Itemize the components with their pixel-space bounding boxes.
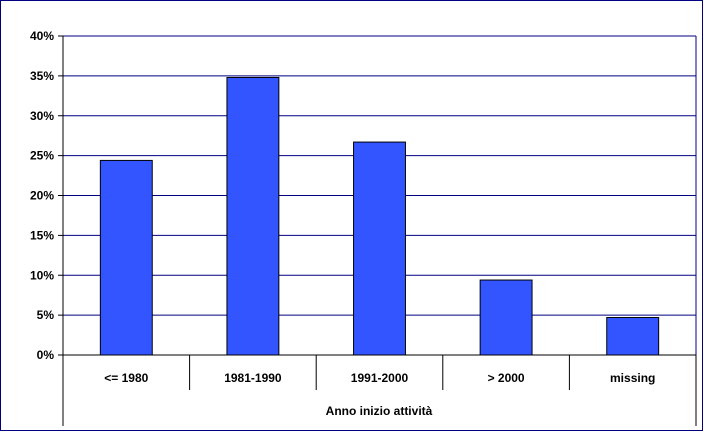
y-tick-label: 5% [37,308,55,322]
y-tick-label: 40% [30,29,54,43]
bar [606,317,660,356]
y-tick-label: 15% [30,228,54,242]
bar [353,141,406,356]
x-category-label: 1991-2000 [351,371,409,385]
y-tick-label: 30% [30,109,54,123]
bar [226,76,280,356]
y-tick-label: 0% [37,348,55,362]
x-category-label: missing [610,371,655,385]
y-tick-label: 20% [30,189,54,203]
x-axis-label: Anno inizio attività [326,404,433,418]
bar [99,159,153,356]
x-category-label: 1981-1990 [224,371,282,385]
x-category-label: > 2000 [488,371,525,385]
bar [479,279,533,356]
x-category-label: <= 1980 [104,371,148,385]
y-tick-label: 10% [30,268,54,282]
y-tick-label: 25% [30,149,54,163]
y-tick-label: 35% [30,69,54,83]
